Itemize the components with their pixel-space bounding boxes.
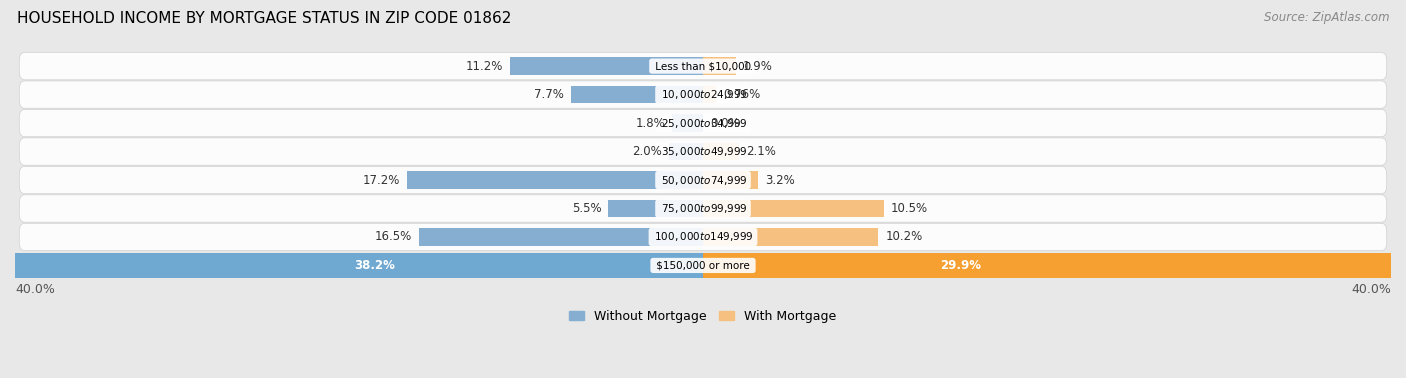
- Bar: [703, 143, 740, 160]
- FancyBboxPatch shape: [20, 138, 1386, 165]
- Text: 0.0%: 0.0%: [710, 116, 740, 130]
- Bar: [703, 86, 716, 104]
- FancyBboxPatch shape: [20, 81, 1386, 108]
- Bar: [510, 57, 703, 75]
- Bar: [571, 86, 703, 104]
- Text: 2.1%: 2.1%: [747, 145, 776, 158]
- Text: 0.76%: 0.76%: [723, 88, 761, 101]
- Bar: [672, 114, 703, 132]
- Text: 40.0%: 40.0%: [1351, 282, 1391, 296]
- Text: $50,000 to $74,999: $50,000 to $74,999: [658, 174, 748, 186]
- Bar: [703, 57, 735, 75]
- Text: 29.9%: 29.9%: [939, 259, 980, 272]
- Bar: [703, 228, 879, 246]
- Text: 10.2%: 10.2%: [886, 231, 922, 243]
- Text: Less than $10,000: Less than $10,000: [652, 61, 754, 71]
- Text: $100,000 to $149,999: $100,000 to $149,999: [651, 231, 755, 243]
- Text: 10.5%: 10.5%: [890, 202, 928, 215]
- Text: 2.0%: 2.0%: [631, 145, 662, 158]
- Text: Source: ZipAtlas.com: Source: ZipAtlas.com: [1264, 11, 1389, 24]
- Text: 1.8%: 1.8%: [636, 116, 665, 130]
- Text: $25,000 to $34,999: $25,000 to $34,999: [658, 116, 748, 130]
- Bar: [408, 171, 703, 189]
- FancyBboxPatch shape: [703, 253, 1391, 278]
- Bar: [703, 200, 883, 217]
- Text: $75,000 to $99,999: $75,000 to $99,999: [658, 202, 748, 215]
- Bar: [669, 143, 703, 160]
- Bar: [419, 228, 703, 246]
- Bar: [609, 200, 703, 217]
- Text: 3.2%: 3.2%: [765, 174, 794, 186]
- Text: 1.9%: 1.9%: [742, 60, 772, 73]
- Text: 16.5%: 16.5%: [375, 231, 412, 243]
- Legend: Without Mortgage, With Mortgage: Without Mortgage, With Mortgage: [564, 305, 842, 328]
- Text: $150,000 or more: $150,000 or more: [652, 260, 754, 270]
- FancyBboxPatch shape: [20, 195, 1386, 222]
- FancyBboxPatch shape: [15, 253, 703, 278]
- Text: 11.2%: 11.2%: [467, 60, 503, 73]
- Text: $35,000 to $49,999: $35,000 to $49,999: [658, 145, 748, 158]
- Text: 7.7%: 7.7%: [534, 88, 564, 101]
- Bar: [703, 171, 758, 189]
- Text: HOUSEHOLD INCOME BY MORTGAGE STATUS IN ZIP CODE 01862: HOUSEHOLD INCOME BY MORTGAGE STATUS IN Z…: [17, 11, 512, 26]
- Text: 40.0%: 40.0%: [15, 282, 55, 296]
- Text: 38.2%: 38.2%: [354, 259, 395, 272]
- Text: $10,000 to $24,999: $10,000 to $24,999: [658, 88, 748, 101]
- FancyBboxPatch shape: [20, 53, 1386, 80]
- Text: 5.5%: 5.5%: [572, 202, 602, 215]
- Text: 17.2%: 17.2%: [363, 174, 401, 186]
- FancyBboxPatch shape: [20, 166, 1386, 194]
- FancyBboxPatch shape: [20, 109, 1386, 137]
- FancyBboxPatch shape: [20, 223, 1386, 251]
